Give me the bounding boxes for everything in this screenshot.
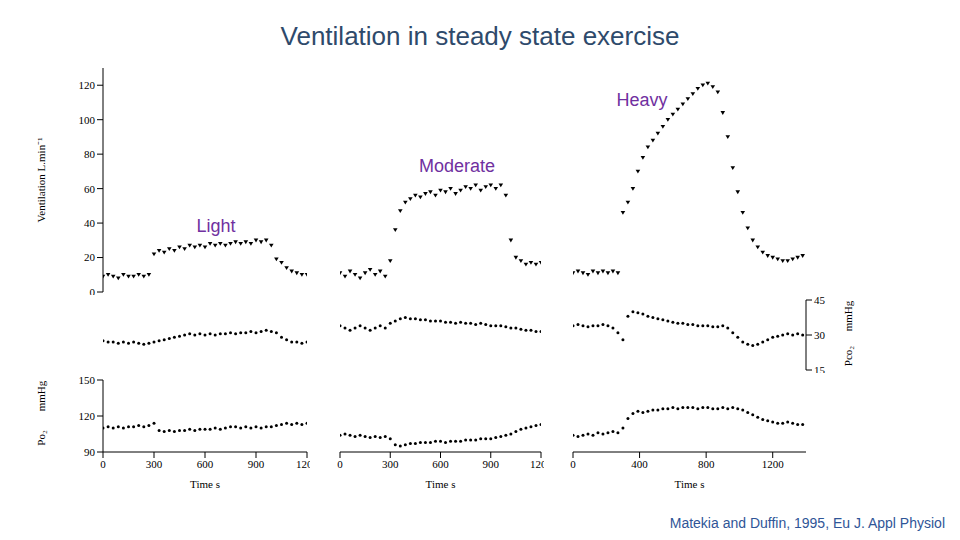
svg-text:800: 800: [698, 458, 715, 470]
svg-text:1200: 1200: [296, 458, 310, 470]
svg-text:20: 20: [84, 251, 96, 263]
svg-text:0: 0: [337, 458, 343, 470]
svg-text:80: 80: [84, 148, 96, 160]
svg-text:30: 30: [814, 329, 826, 341]
svg-text:60: 60: [84, 183, 96, 195]
svg-text:100: 100: [79, 114, 96, 126]
svg-text:Ventilation in steady state ex: Ventilation in steady state exercise: [281, 21, 680, 51]
svg-text:90: 90: [84, 446, 96, 458]
svg-text:1200: 1200: [530, 458, 544, 470]
svg-text:600: 600: [432, 458, 449, 470]
svg-text:1200: 1200: [762, 458, 785, 470]
svg-text:400: 400: [631, 458, 648, 470]
svg-text:mmHg: mmHg: [842, 300, 854, 331]
svg-text:Time s: Time s: [675, 478, 705, 490]
svg-text:mmHg: mmHg: [35, 380, 47, 411]
svg-text:0: 0: [100, 458, 106, 470]
svg-text:Po₂: Po₂: [35, 430, 47, 446]
svg-text:600: 600: [197, 458, 214, 470]
svg-text:0: 0: [90, 286, 96, 295]
svg-text:Heavy: Heavy: [616, 90, 667, 110]
svg-text:300: 300: [382, 458, 399, 470]
svg-text:120: 120: [79, 410, 96, 422]
svg-text:150: 150: [79, 377, 96, 386]
svg-text:900: 900: [483, 458, 500, 470]
svg-text:Time s: Time s: [426, 478, 456, 490]
svg-text:900: 900: [248, 458, 265, 470]
svg-text:Light: Light: [196, 216, 235, 236]
svg-text:Pco₂: Pco₂: [842, 346, 854, 367]
svg-text:300: 300: [146, 458, 163, 470]
svg-text:15: 15: [814, 364, 826, 373]
svg-text:45: 45: [814, 297, 826, 306]
svg-text:Ventilation L.min⁻¹: Ventilation L.min⁻¹: [35, 138, 47, 223]
svg-text:Moderate: Moderate: [419, 156, 495, 176]
svg-text:40: 40: [84, 217, 96, 229]
svg-text:Matekia and Duffin, 1995, Eu J: Matekia and Duffin, 1995, Eu J. Appl Phy…: [670, 515, 945, 531]
svg-text:0: 0: [570, 458, 576, 470]
svg-text:Time s: Time s: [190, 478, 220, 490]
svg-text:120: 120: [79, 79, 96, 91]
